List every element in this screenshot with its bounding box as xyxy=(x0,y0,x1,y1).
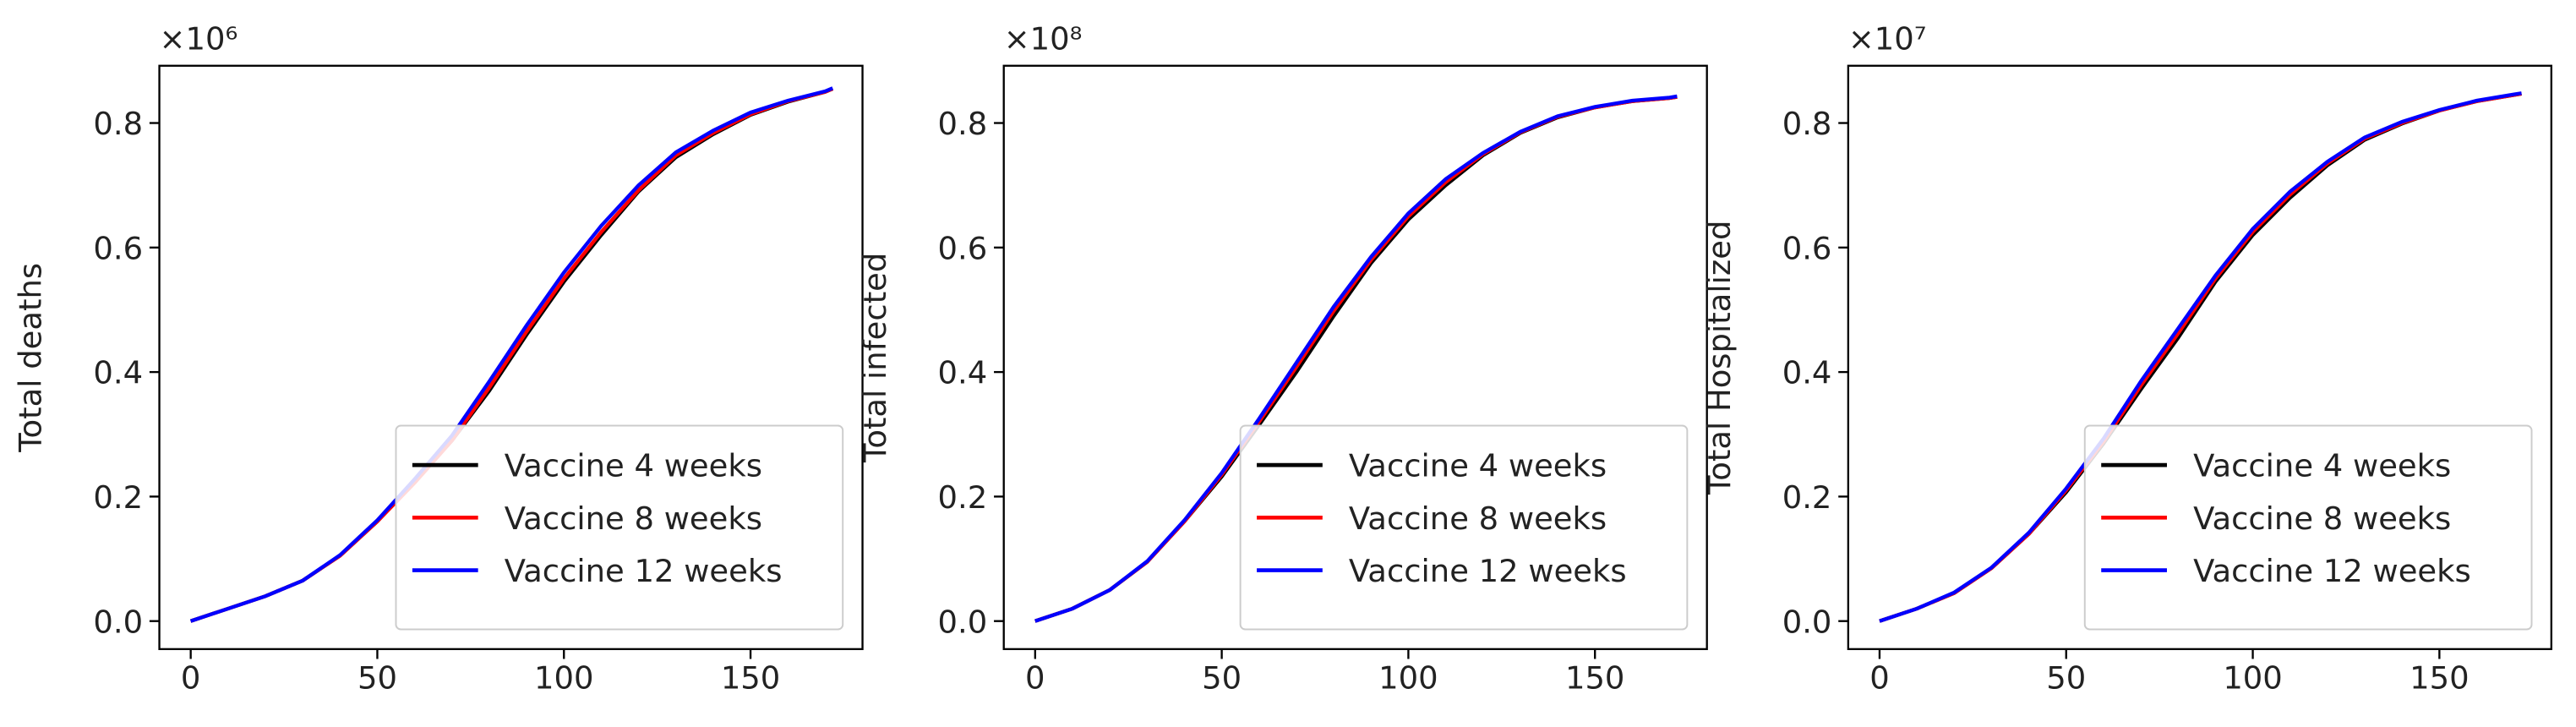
chart: 0 50 100 150 0.0 0.2 0.4 0.6 0.8 ×10⁸ Total infect… xyxy=(857,20,1708,696)
x-tick-label: 100 xyxy=(1378,659,1438,696)
x-tick-label: 0 xyxy=(1869,659,1890,696)
legend-label: Vaccine 8 weeks xyxy=(2193,500,2451,537)
y-tick-label: 0.6 xyxy=(938,230,988,266)
y-tick-label: 0.2 xyxy=(938,479,988,516)
x-tick-label: 100 xyxy=(2223,659,2282,696)
legend-label: Vaccine 8 weeks xyxy=(1349,500,1607,537)
legend-box xyxy=(2083,424,2533,631)
y-tick-label: 0.4 xyxy=(1782,355,1832,391)
x-tick-label: 150 xyxy=(721,659,780,696)
y-tick-label: 0.4 xyxy=(93,355,143,391)
y-tick-label: 0.0 xyxy=(93,604,143,640)
series-line xyxy=(1879,91,2522,623)
y-axis-label: Total deaths xyxy=(13,263,49,453)
y-tick-label: 0.6 xyxy=(93,230,143,266)
y-tick-label: 0.8 xyxy=(1782,106,1832,142)
legend-label: Vaccine 4 weeks xyxy=(505,448,762,484)
x-tick-label: 50 xyxy=(1202,659,1242,696)
series-line xyxy=(1034,94,1678,623)
y-tick-label: 0.4 xyxy=(938,355,988,391)
plot-frame xyxy=(158,64,864,651)
chart: 0 50 100 150 0.0 0.2 0.4 0.6 0.8 ×10⁶ Total deaths… xyxy=(13,20,864,696)
legend-label: Vaccine 4 weeks xyxy=(2193,448,2451,484)
offset-text: ×10⁶ xyxy=(160,20,238,57)
x-tick-label: 50 xyxy=(357,659,397,696)
y-tick-label: 0.8 xyxy=(938,106,988,142)
plot-frame xyxy=(1847,64,2553,651)
x-tick-label: 50 xyxy=(2046,659,2086,696)
y-tick-label: 0.0 xyxy=(1782,604,1832,640)
offset-text: ×10⁷ xyxy=(1848,20,1927,57)
legend-label: Vaccine 8 weeks xyxy=(505,500,762,537)
legend-label: Vaccine 4 weeks xyxy=(1349,448,1607,484)
chart: 0 50 100 150 0.0 0.2 0.4 0.6 0.8 ×10⁷ Total Hospit… xyxy=(1701,20,2553,696)
plot-frame xyxy=(1002,64,1708,651)
x-tick-label: 0 xyxy=(181,659,201,696)
legend-label: Vaccine 12 weeks xyxy=(2193,553,2471,589)
legend-box xyxy=(1239,424,1689,631)
x-tick-label: 150 xyxy=(1565,659,1624,696)
x-tick-label: 150 xyxy=(2410,659,2469,696)
y-tick-label: 0.0 xyxy=(938,604,988,640)
legend-label: Vaccine 12 weeks xyxy=(505,553,783,589)
y-tick-label: 0.2 xyxy=(93,479,143,516)
y-axis-label: Total infected xyxy=(857,253,893,463)
y-tick-label: 0.2 xyxy=(1782,479,1832,516)
series-line xyxy=(189,86,834,623)
offset-text: ×10⁸ xyxy=(1004,20,1083,57)
legend-label: Vaccine 12 weeks xyxy=(1349,553,1627,589)
legend-box xyxy=(395,424,844,631)
x-tick-label: 100 xyxy=(534,659,593,696)
x-tick-label: 0 xyxy=(1025,659,1045,696)
y-tick-label: 0.6 xyxy=(1782,230,1832,266)
y-axis-label: Total Hospitalized xyxy=(1701,221,1738,495)
y-tick-label: 0.8 xyxy=(93,106,143,142)
